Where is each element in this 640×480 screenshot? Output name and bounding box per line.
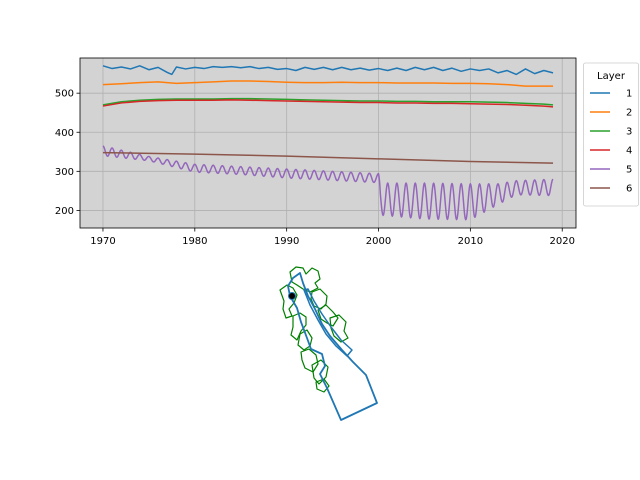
map-inset (279, 266, 378, 421)
series-line-layer-2 (102, 80, 554, 87)
legend-label-layer-3: 3 (626, 127, 632, 138)
series-line-layer-5 (102, 145, 554, 221)
legend-label-layer-6: 6 (626, 184, 632, 195)
y-tick-label: 300 (55, 167, 74, 178)
subbasin-northwest (279, 284, 298, 319)
series-line-layer-1 (102, 65, 554, 76)
model-boundary (287, 272, 378, 421)
y-tick-label: 400 (55, 128, 74, 139)
series-lines (102, 65, 554, 221)
plot-background (80, 58, 576, 228)
observation-well-marker (288, 292, 296, 300)
legend-items: 1 2 3 4 5 6 (590, 89, 632, 195)
legend-label-layer-1: 1 (626, 89, 632, 100)
grid (80, 58, 576, 228)
subbasin-east-2 (329, 314, 349, 343)
model-boundary-inner (303, 288, 353, 357)
plot-frame (79, 57, 577, 229)
y-tick-label: 500 (55, 89, 74, 100)
x-tick-label: 2010 (458, 236, 483, 247)
timeseries-axes: 1970 1980 1990 2000 2010 2020 200 300 400 500 (55, 57, 577, 247)
y-tick-label: 200 (55, 206, 74, 217)
series-line-layer-3 (102, 97, 554, 106)
legend-label-layer-2: 2 (626, 108, 632, 119)
subbasin-south-1 (300, 348, 319, 373)
x-tick-label: 2000 (366, 236, 391, 247)
subbasin-central (290, 312, 307, 341)
x-tick-label: 1970 (90, 236, 115, 247)
subbasin-north (289, 266, 321, 293)
series-line-layer-6 (102, 151, 554, 164)
legend-label-layer-4: 4 (626, 146, 632, 157)
legend-label-layer-5: 5 (626, 165, 632, 176)
series-line-layer-4 (102, 99, 554, 108)
x-axis: 1970 1980 1990 2000 2010 2020 (90, 228, 575, 247)
legend: Layer 1 2 3 4 5 6 (583, 62, 639, 207)
y-axis: 200 300 400 500 (55, 89, 80, 217)
x-tick-label: 1980 (182, 236, 207, 247)
subbasin-east-1 (317, 304, 339, 327)
subbasin-south-2 (311, 359, 329, 385)
x-tick-label: 1990 (274, 236, 299, 247)
subbasin-outlines (279, 266, 349, 393)
legend-title: Layer (597, 71, 626, 82)
legend-frame (583, 62, 639, 207)
x-tick-label: 2020 (549, 236, 574, 247)
